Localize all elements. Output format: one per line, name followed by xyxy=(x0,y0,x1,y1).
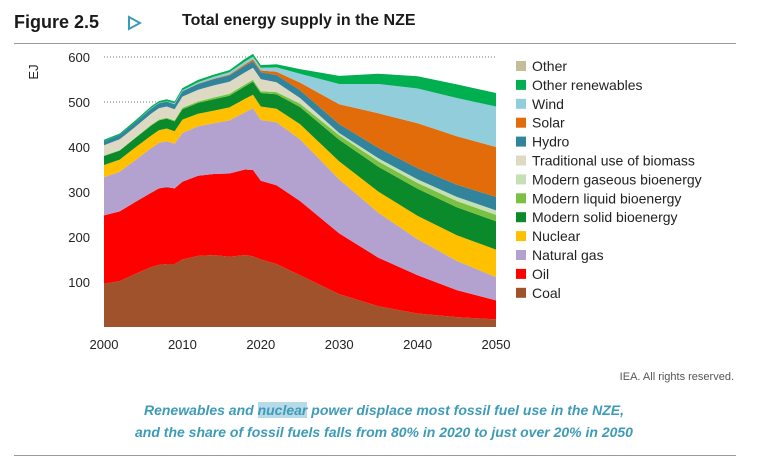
legend-swatch-wind xyxy=(516,98,526,109)
y-tick-label-100: 100 xyxy=(68,275,90,290)
top-divider xyxy=(14,43,736,44)
legend-label-natural-gas: Natural gas xyxy=(532,247,604,263)
y-tick-label-400: 400 xyxy=(68,140,90,155)
y-tick-label-500: 500 xyxy=(68,95,90,110)
legend-label-other: Other xyxy=(532,58,567,74)
legend-swatch-modern-solid-bioenergy xyxy=(516,212,526,223)
x-tick-label-2040: 2040 xyxy=(403,337,432,352)
caption-line-1-end: power displace most fossil fuel use in t… xyxy=(307,402,625,418)
caption-line-2: and the share of fossil fuels falls from… xyxy=(135,424,633,440)
legend-label-modern-solid-bioenergy: Modern solid bioenergy xyxy=(532,209,678,225)
legend-label-traditional-use-of-biomass: Traditional use of biomass xyxy=(532,153,695,169)
x-tick-label-2000: 2000 xyxy=(90,337,119,352)
legend-label-coal: Coal xyxy=(532,285,561,301)
stacked-areas xyxy=(104,53,496,327)
caption-line-1: Renewables and nuclear power displace mo… xyxy=(0,399,768,421)
area-nuclear xyxy=(104,94,496,278)
legend-swatch-hydro xyxy=(516,136,526,147)
legend-swatch-modern-liquid-bioenergy xyxy=(516,193,526,204)
credit-text: IEA. All rights reserved. xyxy=(619,371,734,383)
figure-header: Figure 2.5 Total energy supply in the NZ… xyxy=(14,12,754,38)
x-tick-label-2020: 2020 xyxy=(246,337,275,352)
y-axis-title: EJ xyxy=(26,64,41,79)
area-wind xyxy=(104,56,496,147)
legend-swatch-natural-gas xyxy=(516,250,526,260)
x-tick-label-2010: 2010 xyxy=(168,337,197,352)
legend-swatch-traditional-use-of-biomass xyxy=(516,155,526,166)
legend-label-other-renewables: Other renewables xyxy=(532,77,643,93)
area-other-renewables xyxy=(104,53,496,142)
figure-caption: Renewables and nuclear power displace mo… xyxy=(0,399,768,443)
legend-label-modern-gaseous-bioenergy: Modern gaseous bioenergy xyxy=(532,171,702,187)
area-modern-solid-bioenergy xyxy=(104,81,496,250)
area-coal xyxy=(104,255,496,327)
legend-swatch-solar xyxy=(516,117,526,128)
caption-line-1-start: Renewables and xyxy=(143,402,258,418)
legend-label-wind: Wind xyxy=(532,96,564,112)
y-tick-label-600: 600 xyxy=(68,50,90,65)
area-oil xyxy=(104,169,496,320)
area-hydro xyxy=(104,61,496,211)
triangle-arrow-icon xyxy=(128,15,142,31)
legend-label-solar: Solar xyxy=(532,115,565,131)
y-tick-label-300: 300 xyxy=(68,185,90,200)
x-tick-label-2030: 2030 xyxy=(325,337,354,352)
legend-label-nuclear: Nuclear xyxy=(532,228,581,244)
legend-swatch-modern-gaseous-bioenergy xyxy=(516,174,526,185)
figure-label: Figure 2.5 xyxy=(14,12,100,32)
legend-swatch-other xyxy=(516,61,526,71)
legend-swatch-oil xyxy=(516,268,526,279)
axes: 100 200 300 400 500 600 2000 2010 2020 2030 2040 20… xyxy=(26,50,510,352)
legend-swatch-nuclear xyxy=(516,231,526,242)
area-natural-gas xyxy=(104,108,496,301)
figure-title: Total energy supply in the NZE xyxy=(182,12,416,29)
y-tick-label-200: 200 xyxy=(68,230,90,245)
legend-swatch-coal xyxy=(516,287,526,298)
bottom-divider xyxy=(14,455,736,456)
legend-swatch-other-renewables xyxy=(516,79,526,90)
area-solar xyxy=(104,59,496,197)
caption-highlight: nuclear xyxy=(257,402,308,418)
area-modern-liquid-bioenergy xyxy=(104,79,496,222)
legend-label-oil: Oil xyxy=(532,266,549,282)
legend: Other Other renewables Wind Solar Hydro Tradi… xyxy=(516,58,702,301)
legend-label-modern-liquid-bioenergy: Modern liquid bioenergy xyxy=(532,190,681,206)
x-tick-label-2050: 2050 xyxy=(482,337,511,352)
legend-label-hydro: Hydro xyxy=(532,134,570,150)
